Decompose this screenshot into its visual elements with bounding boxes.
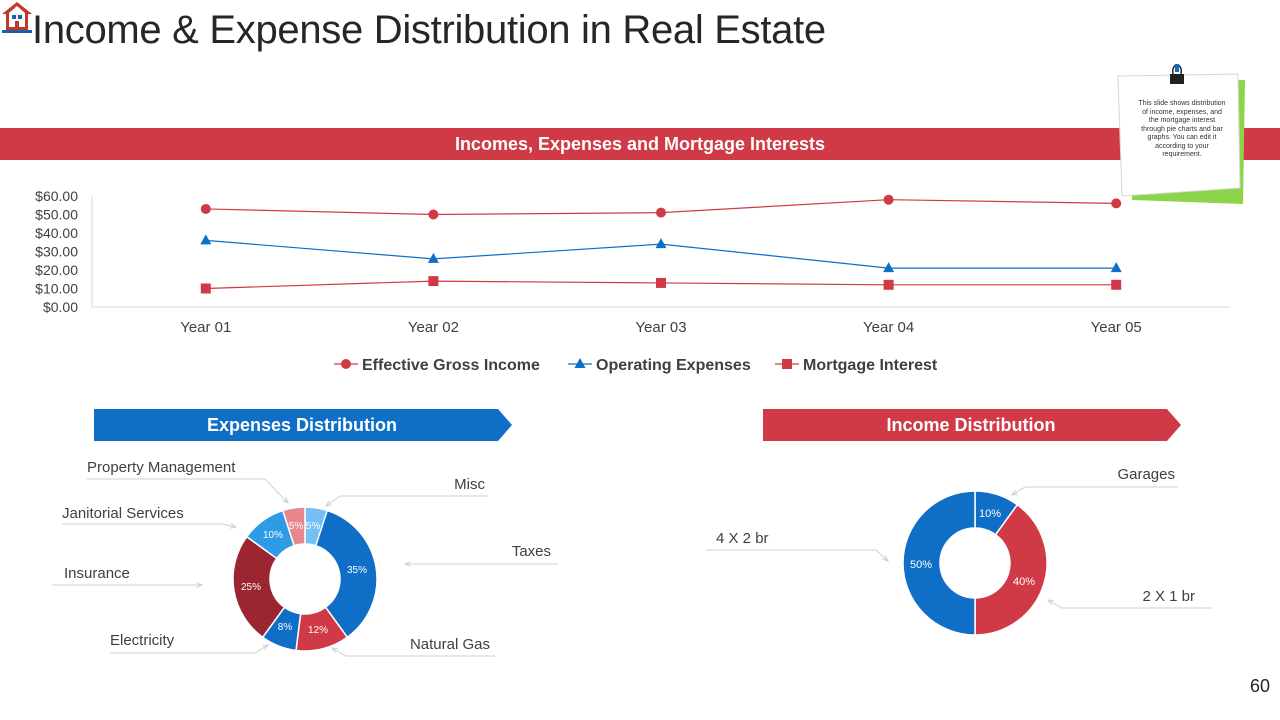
- data-point: [1110, 262, 1122, 273]
- chart-header-band: [0, 128, 1280, 160]
- data-point: [200, 203, 211, 214]
- leader-line-property-management: [87, 478, 289, 504]
- leader-line-natural-gas-arrow: [330, 647, 339, 654]
- leader-line-property-management-arrow: [282, 497, 289, 504]
- leader-line-insurance-arrow: [196, 582, 204, 588]
- leader-line-4-x-2-br: [706, 549, 889, 562]
- note-text: This slide shows distribution of income,…: [1138, 100, 1226, 158]
- leader-line-electricity: [110, 644, 269, 654]
- y-tick-label: $10.00: [35, 281, 78, 297]
- legend-item-operating-expenses: Operating Expenses: [568, 357, 751, 374]
- x-tick-label: Year 03: [635, 319, 686, 336]
- leader-line-janitorial-services: [62, 523, 237, 528]
- data-point: [883, 279, 894, 290]
- leader-line-2-x-1-br-arrow: [1046, 599, 1055, 606]
- expenses-slice-taxes: [314, 509, 378, 639]
- category-label-garages: Garages: [1117, 466, 1175, 483]
- slice-value-label: 35%: [347, 565, 367, 576]
- y-tick-label: $30.00: [35, 244, 78, 260]
- data-point: [883, 262, 895, 273]
- x-tick-label: Year 04: [863, 319, 914, 336]
- slice-value-label: 5%: [306, 521, 321, 532]
- income-slice-4-x-2-br: [902, 490, 976, 636]
- legend-marker: [341, 359, 351, 369]
- page-title: Income & Expense Distribution in Real Es…: [32, 8, 826, 52]
- data-point: [656, 277, 666, 288]
- leader-line-2-x-1-br: [1047, 599, 1212, 609]
- y-tick-label: $20.00: [35, 262, 78, 278]
- category-label-misc: Misc: [454, 476, 485, 493]
- legend-label: Mortgage Interest: [803, 357, 938, 374]
- binder-clip-icon: [1170, 64, 1184, 84]
- category-label-natural-gas: Natural Gas: [410, 636, 490, 653]
- expenses-slice-property-management: [281, 506, 306, 547]
- category-label-electricity: Electricity: [110, 632, 175, 649]
- data-point: [427, 252, 439, 263]
- data-point: [1111, 279, 1122, 290]
- data-point: [428, 209, 439, 220]
- legend-item-effective-gross-income: Effective Gross Income: [334, 357, 540, 374]
- category-label-insurance: Insurance: [64, 565, 130, 582]
- sticky-note: [1117, 64, 1245, 204]
- leader-line-misc-arrow: [324, 500, 332, 507]
- x-tick-label: Year 05: [1091, 319, 1142, 336]
- category-label-4-x-2-br: 4 X 2 br: [716, 530, 769, 547]
- slice-value-label: 10%: [979, 508, 1001, 520]
- legend-label: Effective Gross Income: [362, 357, 540, 374]
- leader-line-garages: [1011, 486, 1178, 496]
- expenses-donut-chart: 5% 35% 12% 8% 25% 10% 5% Misc Taxes Natural Gas El…: [52, 459, 558, 657]
- slice-value-label: 12%: [308, 625, 328, 636]
- y-tick-label: $60.00: [35, 188, 78, 204]
- series-operating-expenses: [200, 234, 1122, 273]
- leader-line-4-x-2-br-arrow: [882, 555, 889, 562]
- leader-line-misc: [325, 495, 488, 507]
- leader-line-taxes-arrow: [403, 561, 411, 567]
- slice-value-label: 25%: [241, 582, 261, 593]
- legend-item-mortgage-interest: Mortgage Interest: [775, 357, 938, 374]
- income-distribution-title: Income Distribution: [886, 415, 1056, 435]
- data-point: [200, 234, 212, 245]
- slice-value-label: 10%: [263, 530, 283, 541]
- leader-line-natural-gas: [331, 647, 495, 657]
- slice-value-label: 8%: [278, 622, 293, 633]
- income-banner: [763, 409, 1181, 441]
- data-point: [1111, 198, 1122, 209]
- data-point: [428, 276, 439, 287]
- data-point: [656, 207, 666, 218]
- category-label-taxes: Taxes: [512, 543, 551, 560]
- series-effective-gross-income: [200, 194, 1122, 220]
- slice-value-label: 50%: [910, 559, 932, 571]
- data-point: [655, 238, 667, 249]
- category-label-2-x-1-br: 2 X 1 br: [1142, 588, 1195, 605]
- category-label-property-management: Property Management: [87, 459, 236, 476]
- leader-line-electricity-arrow: [261, 644, 270, 651]
- category-label-janitorial-services: Janitorial Services: [62, 505, 184, 522]
- legend-label: Operating Expenses: [596, 357, 751, 374]
- leader-line-janitorial-services-arrow: [230, 523, 238, 529]
- expenses-banner: [94, 409, 512, 441]
- data-point: [200, 283, 211, 294]
- y-tick-label: $40.00: [35, 225, 78, 241]
- legend-marker: [574, 358, 586, 368]
- line-chart-title: Incomes, Expenses and Mortgage Interests: [454, 134, 826, 154]
- income-slice-2-x-1-br: [974, 503, 1048, 636]
- page-number: 60: [1249, 676, 1270, 696]
- series-mortgage-interest: [200, 276, 1122, 294]
- legend-marker: [782, 359, 792, 369]
- x-tick-label: Year 01: [180, 319, 231, 336]
- expenses-distribution-title: Expenses Distribution: [206, 415, 398, 435]
- leader-line-garages-arrow: [1010, 489, 1019, 496]
- y-tick-label: $50.00: [35, 207, 78, 223]
- y-tick-label: $0.00: [43, 299, 78, 315]
- house-logo-icon: [2, 2, 32, 33]
- data-point: [883, 194, 894, 205]
- slice-value-label: 5%: [289, 521, 304, 532]
- slice-value-label: 40%: [1013, 576, 1035, 588]
- x-tick-label: Year 02: [408, 319, 459, 336]
